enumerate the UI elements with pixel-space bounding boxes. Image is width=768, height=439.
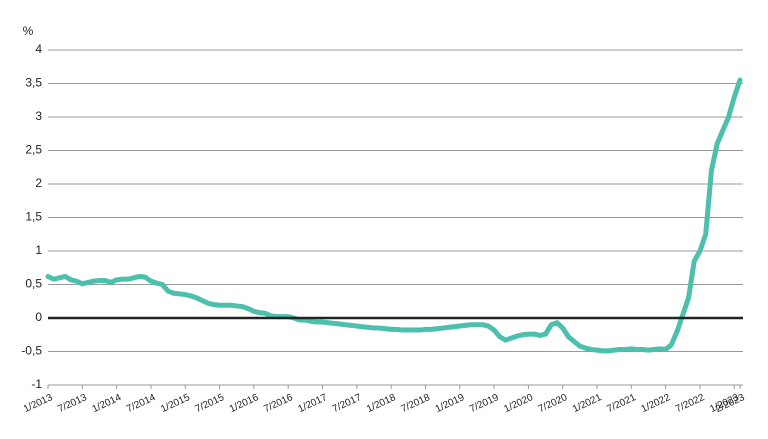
x-tick-label: 7/2018 <box>399 392 432 415</box>
x-tick-label: 7/2016 <box>262 392 295 415</box>
x-tick-label: 1/2021 <box>571 392 604 415</box>
x-tick-label: 7/2020 <box>537 392 570 415</box>
y-tick-label: 3,5 <box>25 76 42 90</box>
y-tick-label: 3 <box>35 109 42 123</box>
y-tick-label: 2 <box>35 176 42 190</box>
x-tick-label: 1/2016 <box>228 392 261 415</box>
line-series <box>45 77 743 354</box>
x-tick-label: 1/2015 <box>159 392 192 415</box>
y-tick-label: -0,5 <box>21 344 42 358</box>
x-tick-label: 7/2015 <box>194 392 227 415</box>
x-tick-label: 7/2017 <box>331 392 364 415</box>
x-tick-label: 1/2014 <box>91 392 124 415</box>
y-tick-label: 1 <box>35 243 42 257</box>
x-tick-label: 7/2021 <box>605 392 638 415</box>
x-tick-label: 1/2018 <box>365 392 398 415</box>
x-tick-label: 1/2020 <box>502 392 535 415</box>
x-tick-label: 1/2013 <box>22 392 55 415</box>
x-tick-label: 7/2014 <box>125 392 158 415</box>
y-tick-label: 1,5 <box>25 210 42 224</box>
y-tick-label: 0,5 <box>25 277 42 291</box>
y-tick-label: -1 <box>31 377 42 391</box>
x-tick-label: 1/2017 <box>297 392 330 415</box>
x-tick-label: 7/2013 <box>56 392 89 415</box>
y-tick-label: 2,5 <box>25 143 42 157</box>
y-tick-label: 0 <box>35 310 42 324</box>
y-axis-label: % <box>23 24 34 38</box>
x-tick-label: 7/2019 <box>468 392 501 415</box>
x-tick-label: 1/2022 <box>640 392 673 415</box>
y-tick-label: 4 <box>35 42 42 56</box>
x-tick-label: 1/2019 <box>434 392 467 415</box>
x-tick-label: 7/2022 <box>674 392 707 415</box>
